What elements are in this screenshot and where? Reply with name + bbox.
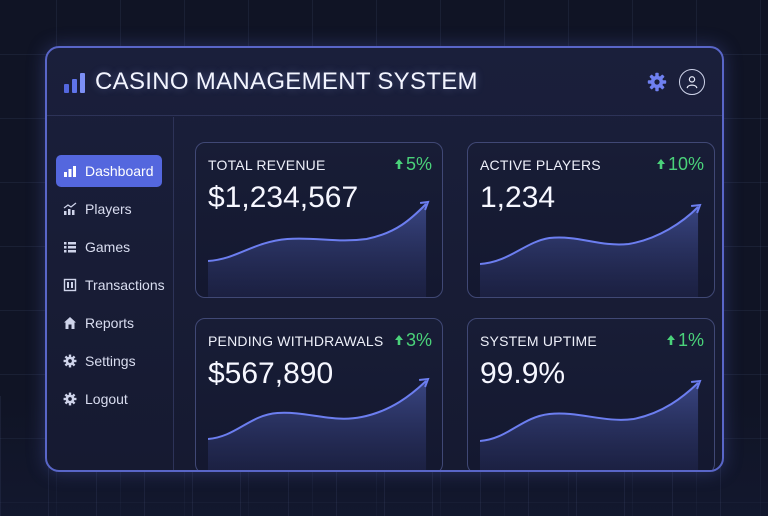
trend-sparkline	[480, 197, 704, 297]
card-value: 1,234	[480, 181, 556, 214]
gear-icon	[63, 392, 77, 406]
app-window: CASINO MANAGEMENT SYSTEM	[45, 46, 724, 472]
sidebar-item-label: Logout	[85, 391, 128, 407]
card-title: TOTAL REVENUE	[208, 157, 326, 173]
delta-value: 5%	[405, 154, 432, 174]
arrow-up-icon	[666, 330, 676, 351]
sidebar-item-reports[interactable]: Reports	[56, 307, 162, 339]
settings-gear-icon[interactable]	[647, 72, 667, 92]
sidebar: Dashboard Players	[47, 117, 174, 470]
delta-badge: 1%	[666, 330, 704, 351]
bar-chart-icon	[63, 164, 77, 178]
sidebar-item-label: Dashboard	[85, 163, 154, 179]
delta-badge: 10%	[656, 154, 704, 175]
user-icon	[686, 76, 698, 89]
metric-card-pending-withdrawals: PENDING WITHDRAWALS 3% $567,890	[195, 318, 443, 470]
delta-value: 10%	[667, 154, 704, 174]
card-value: $567,890	[208, 357, 334, 390]
sidebar-item-label: Games	[85, 239, 131, 255]
sidebar-item-label: Transactions	[85, 277, 165, 293]
arrow-up-icon	[394, 154, 404, 175]
card-title: ACTIVE PLAYERS	[480, 157, 601, 173]
sidebar-item-games[interactable]: Games	[56, 231, 162, 263]
gear-icon	[63, 354, 77, 368]
sidebar-item-dashboard[interactable]: Dashboard	[56, 155, 162, 187]
sidebar-item-transactions[interactable]: Transactions	[56, 269, 165, 301]
trend-sparkline	[208, 197, 432, 297]
trend-chart-icon	[63, 202, 77, 216]
card-title: PENDING WITHDRAWALS	[208, 333, 384, 349]
card-value: $1,234,567	[208, 181, 359, 214]
user-avatar[interactable]	[679, 69, 705, 95]
list-icon	[63, 240, 77, 254]
delta-badge: 3%	[394, 330, 432, 351]
sidebar-item-label: Reports	[85, 315, 135, 331]
home-icon	[63, 316, 77, 330]
sidebar-item-logout[interactable]: Logout	[56, 383, 162, 415]
sidebar-item-label: Settings	[85, 353, 136, 369]
header-bar: CASINO MANAGEMENT SYSTEM	[47, 48, 722, 116]
sidebar-item-settings[interactable]: Settings	[56, 345, 162, 377]
metric-card-active-players: ACTIVE PLAYERS 10% 1,234	[467, 142, 715, 298]
card-title: SYSTEM UPTIME	[480, 333, 597, 349]
arrow-up-icon	[394, 330, 404, 351]
sidebar-item-label: Players	[85, 201, 132, 217]
delta-value: 1%	[677, 330, 704, 350]
sidebar-item-players[interactable]: Players	[56, 193, 162, 225]
receipt-icon	[63, 278, 77, 292]
metric-card-total-revenue: TOTAL REVENUE 5% $1,234,567	[195, 142, 443, 298]
metric-card-system-uptime: SYSTEM UPTIME 1% 99.9%	[467, 318, 715, 470]
bar-chart-icon	[63, 70, 87, 94]
card-value: 99.9%	[480, 357, 566, 390]
trend-sparkline	[208, 373, 432, 470]
delta-value: 3%	[405, 330, 432, 350]
arrow-up-icon	[656, 154, 666, 175]
app-title: CASINO MANAGEMENT SYSTEM	[95, 68, 478, 95]
delta-badge: 5%	[394, 154, 432, 175]
trend-sparkline	[480, 373, 704, 470]
